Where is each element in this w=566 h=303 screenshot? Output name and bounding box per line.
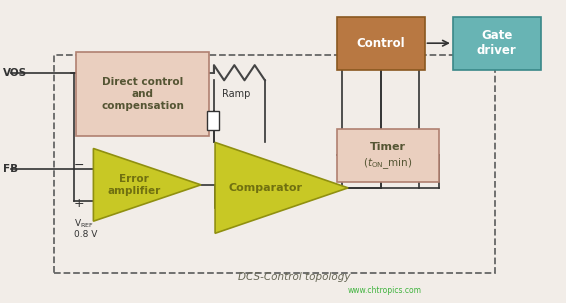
Text: ($t_{\mathregular{ON}}$_min): ($t_{\mathregular{ON}}$_min) [363,156,413,171]
FancyBboxPatch shape [76,52,209,136]
Text: Gate
driver: Gate driver [477,29,517,57]
Text: −: − [74,159,84,172]
Text: Direct control
and
compensation: Direct control and compensation [101,77,185,111]
Text: Ramp: Ramp [222,89,251,99]
FancyBboxPatch shape [337,17,424,70]
Text: VOS: VOS [3,68,27,78]
Text: DCS-Control topology: DCS-Control topology [238,271,350,282]
Polygon shape [93,148,201,221]
Text: Comparator: Comparator [229,183,303,193]
Text: www.chtropics.com: www.chtropics.com [348,286,422,295]
Text: Timer: Timer [370,142,406,152]
FancyBboxPatch shape [337,129,439,182]
Text: FB: FB [3,164,18,174]
FancyBboxPatch shape [207,111,219,130]
Text: Error
amplifier: Error amplifier [108,174,161,196]
Polygon shape [215,142,348,233]
Text: Control: Control [357,37,405,50]
FancyBboxPatch shape [453,17,541,70]
Text: 0.8 V: 0.8 V [74,230,97,239]
Text: V$_{\mathregular{REF}}$: V$_{\mathregular{REF}}$ [74,218,93,230]
Text: +: + [74,197,84,210]
